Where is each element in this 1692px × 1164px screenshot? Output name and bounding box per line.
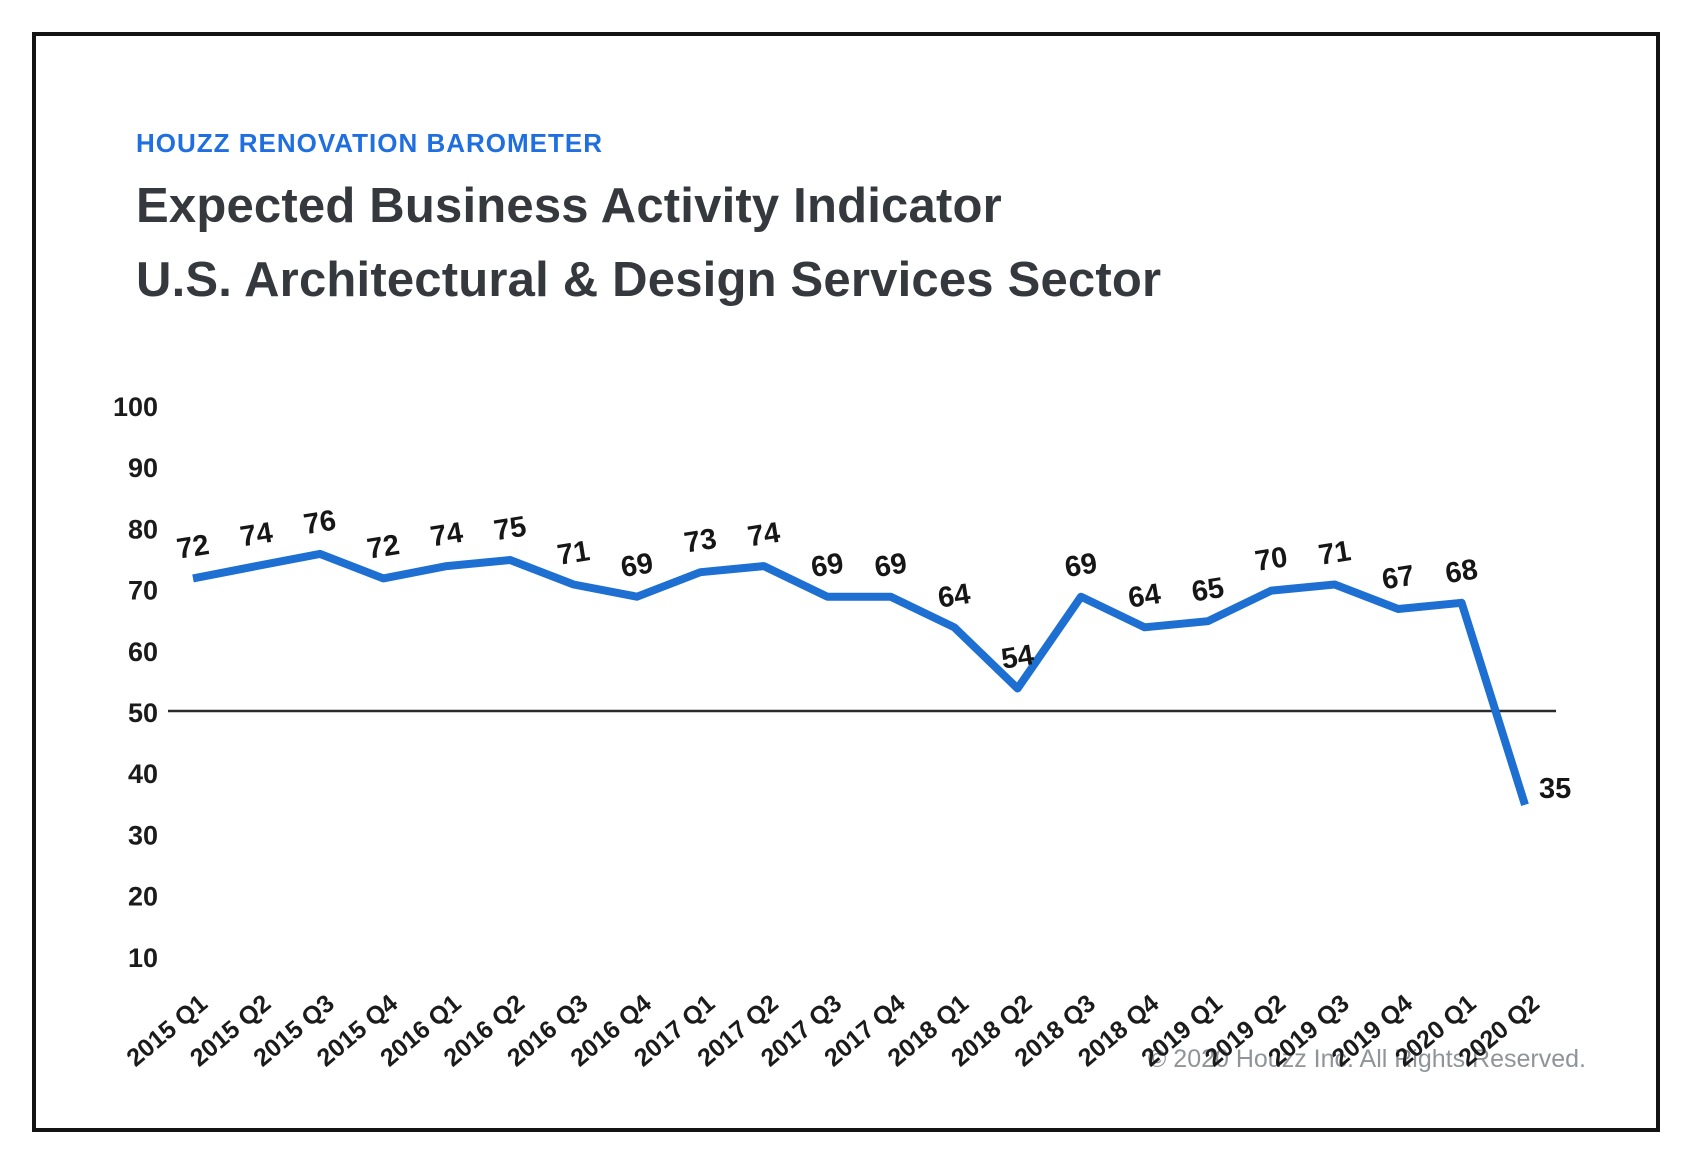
data-point-label: 74 (745, 517, 782, 554)
y-tick-label: 70 (128, 576, 158, 606)
y-tick-label: 90 (128, 453, 158, 483)
data-point-label: 74 (428, 517, 465, 554)
data-point-label: 35 (1539, 773, 1571, 805)
chart-title-line1: Expected Business Activity Indicator (136, 179, 1002, 234)
data-point-label: 69 (872, 547, 909, 584)
data-point-label: 74 (238, 517, 275, 554)
data-point-label: 67 (1380, 560, 1417, 597)
y-tick-label: 50 (128, 698, 158, 728)
data-point-label: 69 (619, 547, 656, 584)
y-tick-label: 30 (128, 820, 158, 850)
y-tick-label: 100 (113, 392, 158, 422)
data-point-label: 76 (301, 505, 338, 542)
data-point-label: 73 (682, 523, 719, 560)
data-point-label: 71 (1316, 535, 1353, 572)
y-tick-label: 10 (128, 943, 158, 973)
data-point-label: 64 (936, 578, 973, 615)
data-point-label: 69 (1063, 547, 1100, 584)
data-point-label: 54 (999, 639, 1036, 676)
chart-border-frame: HOUZZ RENOVATION BAROMETER Expected Busi… (32, 32, 1660, 1132)
data-point-label: 68 (1443, 554, 1480, 591)
data-point-label: 75 (492, 511, 529, 548)
data-point-label: 71 (555, 535, 592, 572)
chart-title-line2: U.S. Architectural & Design Services Sec… (136, 253, 1162, 308)
data-point-label: 72 (175, 529, 212, 566)
data-point-label: 65 (1189, 572, 1226, 609)
y-tick-label: 60 (128, 637, 158, 667)
y-tick-label: 80 (128, 514, 158, 544)
data-point-label: 64 (1126, 578, 1163, 615)
chart-title: Expected Business Activity Indicator U.S… (136, 169, 1161, 317)
data-point-label: 69 (809, 547, 846, 584)
data-line-series (192, 549, 1529, 806)
data-point-label: 70 (1253, 541, 1290, 578)
chart-header: HOUZZ RENOVATION BAROMETER Expected Busi… (136, 128, 1161, 317)
copyright-notice: © 2020 Houzz Inc. All Rights Reserved. (1147, 1045, 1586, 1073)
data-point-label: 72 (365, 529, 402, 566)
eyebrow-brand-label: HOUZZ RENOVATION BAROMETER (136, 128, 604, 158)
y-tick-label: 40 (128, 759, 158, 789)
y-tick-label: 20 (128, 882, 158, 912)
